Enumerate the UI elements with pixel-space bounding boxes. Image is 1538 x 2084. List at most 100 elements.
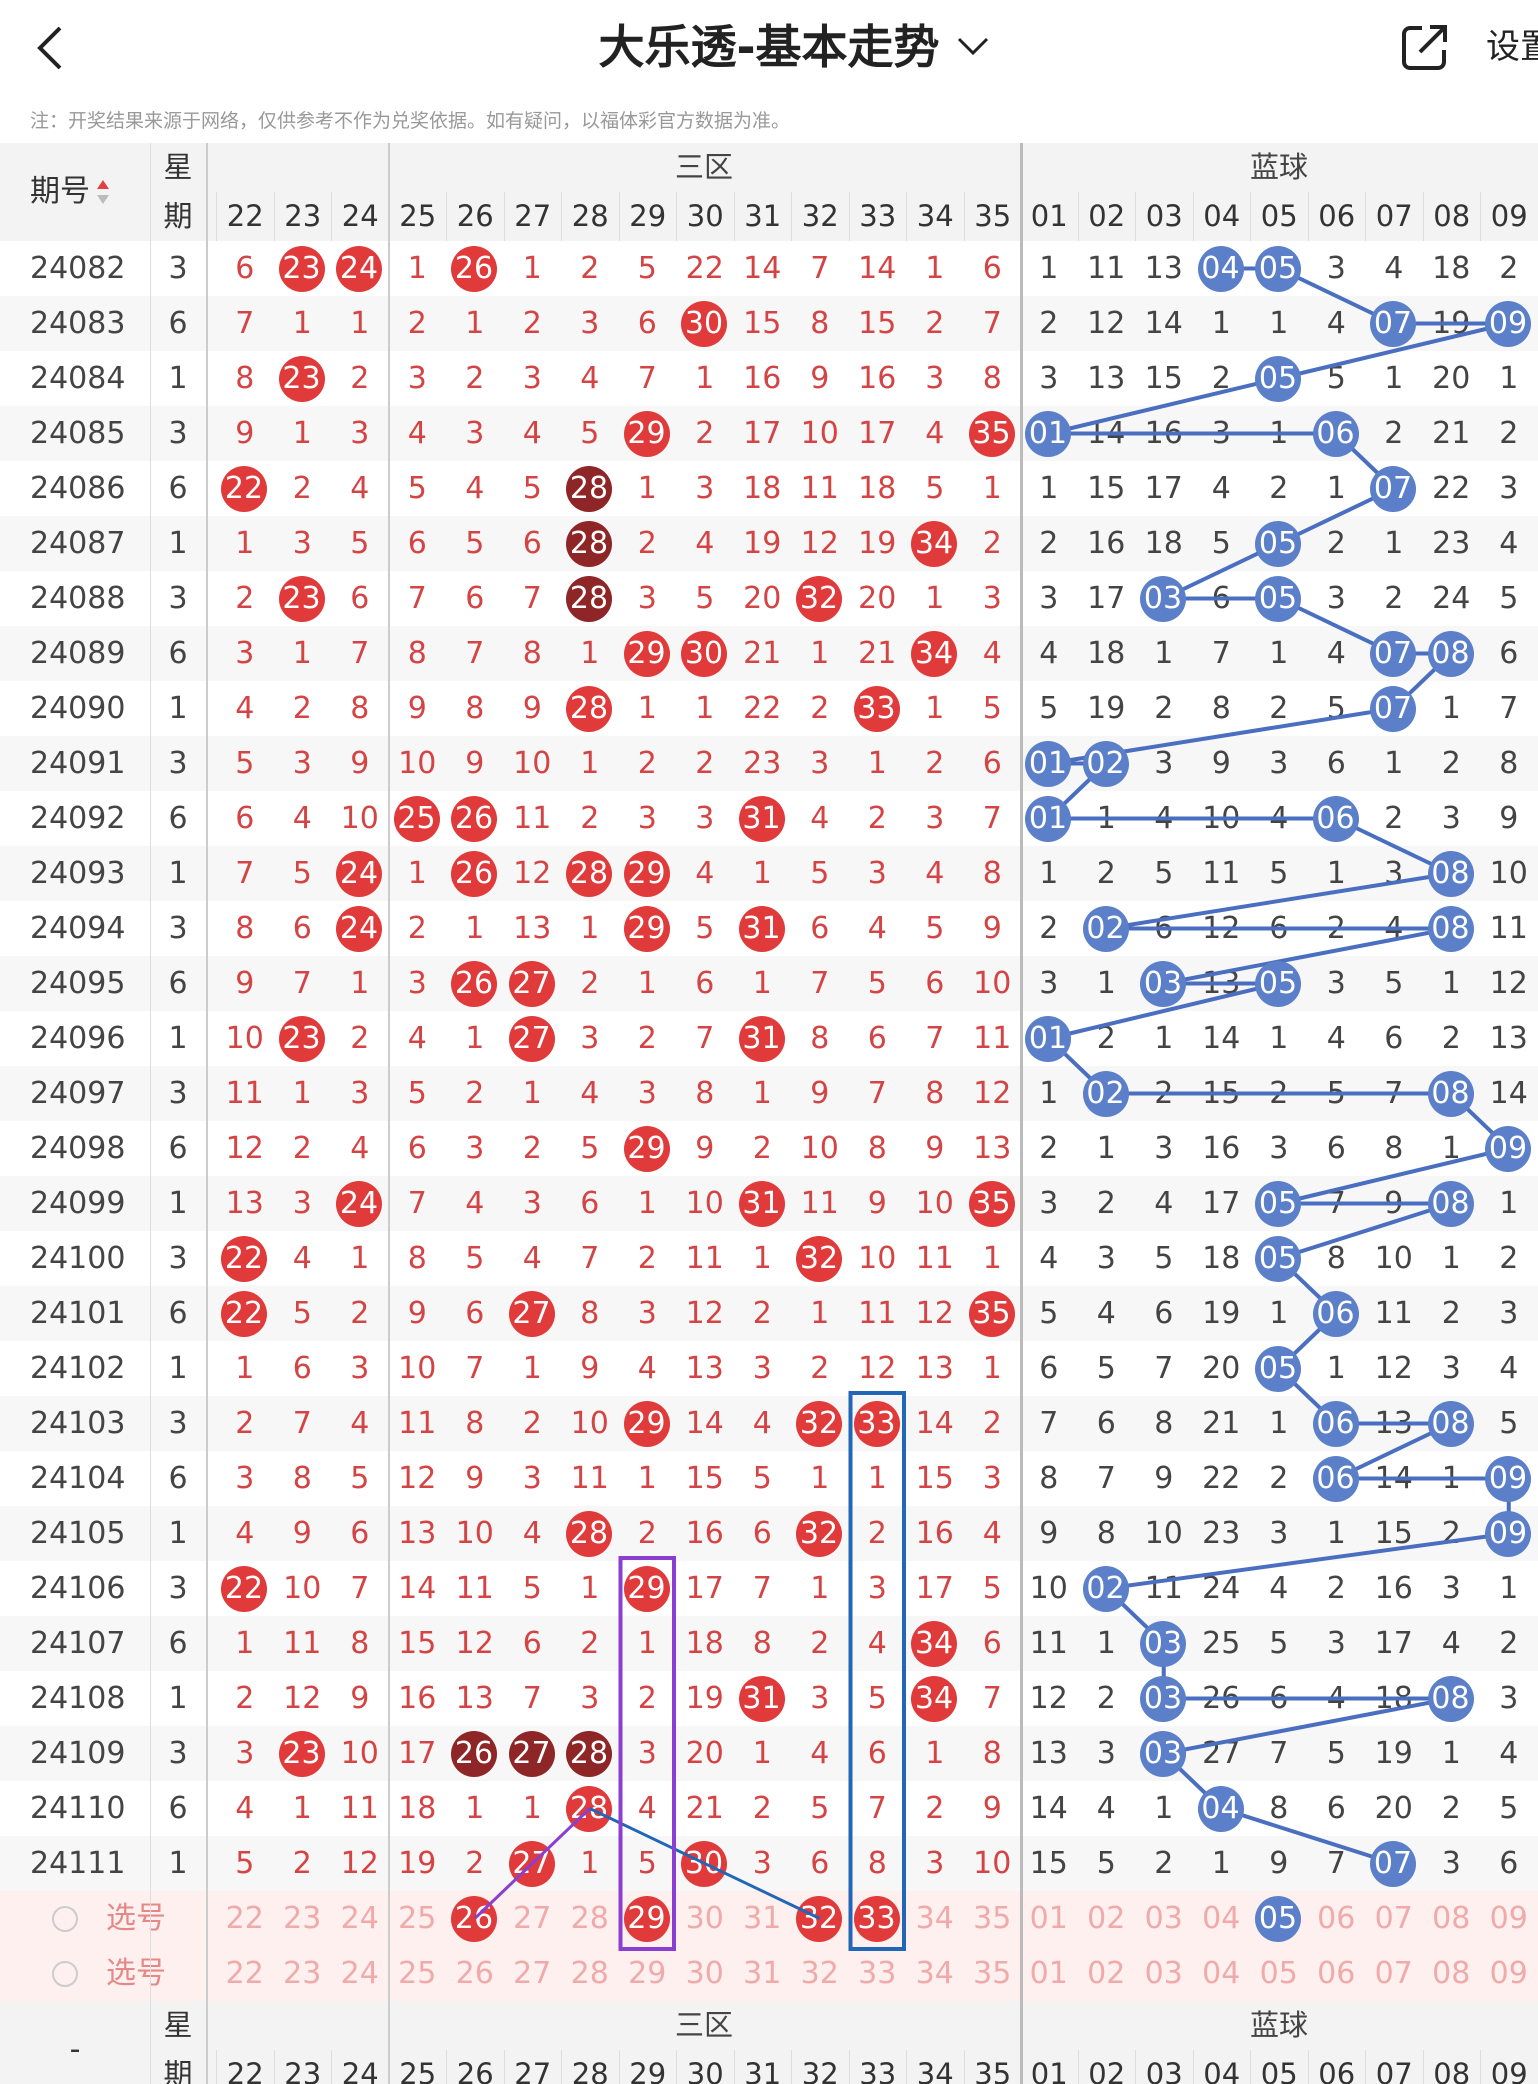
front-miss-count: 9 [522, 691, 542, 726]
issue-number: 24095 [30, 966, 126, 1001]
blue-number-option[interactable]: 02 [1087, 1956, 1126, 1991]
front-number-option[interactable]: 24 [340, 1956, 379, 1991]
front-number-option[interactable]: 28 [570, 1956, 609, 1991]
blue-miss-count: 4 [1211, 471, 1231, 506]
front-number-option[interactable]: 27 [513, 1956, 552, 1991]
blue-miss-count: 14 [1489, 1076, 1528, 1111]
blue-number-option[interactable]: 03 [1144, 1901, 1183, 1936]
front-number-option[interactable]: 28 [570, 1901, 609, 1936]
front-miss-count: 13 [225, 1186, 264, 1221]
front-number-option[interactable]: 26 [455, 1956, 494, 1991]
blue-number-option[interactable]: 09 [1489, 1956, 1528, 1991]
blue-number-option[interactable]: 04 [1202, 1901, 1241, 1936]
blue-miss-count: 7 [1326, 1846, 1346, 1881]
front-number-option[interactable]: 23 [283, 1956, 322, 1991]
weekday-value: 1 [168, 526, 188, 561]
front-number-option[interactable]: 33 [858, 1956, 897, 1991]
front-miss-count: 6 [982, 1626, 1002, 1661]
blue-miss-count: 14 [1144, 306, 1183, 341]
blue-number-option[interactable]: 09 [1489, 1901, 1528, 1936]
issue-number: 24101 [30, 1296, 126, 1331]
blue-number-option[interactable]: 08 [1432, 1956, 1471, 1991]
blue-number-option[interactable]: 05 [1259, 1956, 1298, 1991]
front-miss-count: 2 [522, 1406, 542, 1441]
front-number-option[interactable]: 31 [743, 1956, 782, 1991]
blue-number-option[interactable]: 06 [1317, 1901, 1356, 1936]
front-miss-count: 7 [867, 1076, 887, 1111]
blue-miss-count: 4 [1326, 636, 1346, 671]
front-number-option[interactable]: 25 [398, 1901, 437, 1936]
select-checkbox[interactable] [52, 1961, 78, 1987]
front-miss-count: 3 [522, 1461, 542, 1496]
front-miss-count: 9 [235, 416, 255, 451]
blue-miss-count: 13 [1144, 251, 1183, 286]
front-number-option[interactable]: 31 [743, 1901, 782, 1936]
blue-number-option[interactable]: 02 [1087, 1901, 1126, 1936]
blue-number-option[interactable]: 03 [1144, 1956, 1183, 1991]
front-miss-count: 8 [867, 1846, 887, 1881]
issue-number: 24097 [30, 1076, 126, 1111]
front-number-option[interactable]: 34 [915, 1956, 954, 1991]
front-miss-count: 1 [580, 1571, 600, 1606]
blue-number-option[interactable]: 07 [1374, 1901, 1413, 1936]
front-miss-count: 13 [398, 1516, 437, 1551]
front-miss-count: 7 [580, 1241, 600, 1276]
front-miss-count: 10 [570, 1406, 609, 1441]
front-number-option[interactable]: 23 [283, 1901, 322, 1936]
front-number-option[interactable]: 24 [340, 1901, 379, 1936]
front-ball: 24 [336, 246, 382, 292]
selected-front-number[interactable]: 29 [623, 1896, 670, 1942]
front-number-option[interactable]: 32 [800, 1956, 839, 1991]
back-arrow-icon[interactable] [30, 24, 70, 72]
front-number-option[interactable]: 35 [973, 1956, 1012, 1991]
front-number-option[interactable]: 27 [513, 1901, 552, 1936]
blue-ball: 07 [1370, 631, 1416, 677]
blue-miss-count: 5 [1096, 1351, 1116, 1386]
front-miss-count: 5 [637, 251, 657, 286]
front-number-option[interactable]: 22 [225, 1901, 264, 1936]
front-miss-count: 3 [407, 361, 427, 396]
blue-miss-count: 1 [1326, 1516, 1346, 1551]
weekday-value: 6 [168, 1626, 188, 1661]
row-stripe [0, 1506, 1538, 1561]
selected-front-number[interactable]: 33 [853, 1896, 900, 1942]
select-checkbox[interactable] [52, 1906, 78, 1932]
blue-miss-count: 1 [1441, 1131, 1461, 1166]
front-miss-count: 12 [915, 1296, 954, 1331]
settings-button[interactable]: 设置 [1486, 27, 1538, 67]
blue-miss-count: 1 [1499, 1186, 1519, 1221]
chevron-down-icon[interactable] [955, 33, 991, 59]
blue-miss-count: 2 [1499, 416, 1519, 451]
row-stripe [0, 626, 1538, 681]
front-number-option[interactable]: 22 [225, 1956, 264, 1991]
blue-miss-count: 5 [1326, 1736, 1346, 1771]
front-miss-count: 2 [810, 1626, 830, 1661]
blue-number-option[interactable]: 08 [1432, 1901, 1471, 1936]
front-number-option[interactable]: 29 [628, 1956, 667, 1991]
blue-number-option[interactable]: 01 [1029, 1956, 1068, 1991]
front-number-option[interactable]: 30 [685, 1901, 724, 1936]
front-miss-count: 4 [235, 1791, 255, 1826]
front-number-option[interactable]: 25 [398, 1956, 437, 1991]
page-title[interactable]: 大乐透-基本走势 [598, 20, 940, 74]
blue-miss-count: 6 [1326, 1131, 1346, 1166]
front-column-header: 23 [273, 192, 331, 241]
blue-miss-count: 24 [1432, 581, 1471, 616]
front-number-option[interactable]: 35 [973, 1901, 1012, 1936]
blue-ball: 05 [1255, 1181, 1301, 1227]
blue-number-option[interactable]: 04 [1202, 1956, 1241, 1991]
blue-number-option[interactable]: 07 [1374, 1956, 1413, 1991]
sort-icon[interactable] [96, 179, 110, 205]
front-number-option[interactable]: 34 [915, 1901, 954, 1936]
blue-number-option[interactable]: 06 [1317, 1956, 1356, 1991]
front-number-option[interactable]: 30 [685, 1956, 724, 1991]
front-miss-count: 8 [925, 1076, 945, 1111]
blue-miss-count: 5 [1499, 581, 1519, 616]
blue-miss-count: 2 [1499, 251, 1519, 286]
share-icon[interactable] [1400, 22, 1450, 72]
footer-front-column-header: 22 [216, 2050, 274, 2084]
blue-number-option[interactable]: 01 [1029, 1901, 1068, 1936]
front-miss-count: 7 [982, 1681, 1002, 1716]
selected-blue-number[interactable]: 05 [1255, 1896, 1301, 1942]
front-miss-count: 5 [637, 1846, 657, 1881]
